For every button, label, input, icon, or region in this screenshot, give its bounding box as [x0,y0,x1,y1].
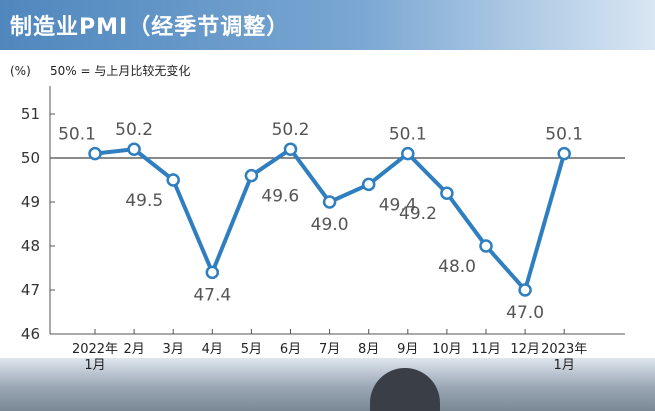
data-label: 48.0 [438,257,476,277]
x-tick-label: 6月 [280,342,301,357]
data-point [88,146,102,161]
data-label: 50.1 [389,125,427,145]
data-point [166,173,180,187]
unit-label: (%) [10,64,31,78]
data-label: 49.4 [379,195,417,215]
x-tick-label: 9月 [397,342,418,357]
x-tick-label: 3月 [163,342,184,357]
x-tick-label: 10月 [432,342,462,357]
data-point [322,195,337,209]
data-point [283,142,298,156]
data-point [557,146,571,161]
data-label: 49.0 [311,215,349,235]
data-label: 47.4 [193,285,231,305]
x-tick-label: 7月 [319,342,340,357]
x-tick-label: 1月 [84,358,105,373]
data-label: 49.2 [399,204,437,224]
y-tick-label: 46 [21,325,40,343]
x-tick-label: 2022年 [72,342,118,357]
data-point [479,239,493,253]
y-tick-label: 51 [21,105,40,123]
title-banner: 制造业PMI（经季节调整） [0,0,655,50]
y-tick-label: 48 [21,237,40,255]
data-point [244,168,259,183]
x-tick-label: 1月 [554,358,575,373]
background-photo [0,358,655,411]
y-tick-label: 49 [21,193,40,211]
chart-title: 制造业PMI（经季节调整） [10,15,290,40]
data-label: 50.1 [545,125,583,145]
data-label: 50.2 [115,120,153,140]
x-tick-label: 2023年 [541,342,587,357]
data-label: 47.0 [506,303,544,323]
data-point [440,186,454,200]
x-tick-label: 8月 [358,342,379,357]
data-point [205,265,220,280]
x-tick-label: 12月 [510,342,540,357]
data-label: 50.2 [272,120,310,140]
x-tick-label: 11月 [471,342,501,357]
data-point [518,283,532,297]
y-tick-label: 47 [21,281,40,299]
y-tick-label: 50 [21,149,40,167]
data-point [361,177,376,192]
reference-note: 50% = 与上月比较无变化 [50,63,190,78]
data-point [401,146,415,161]
x-tick-label: 4月 [202,342,223,357]
data-label: 49.6 [261,187,299,207]
x-tick-label: 5月 [241,342,262,357]
data-label: 50.1 [58,125,96,145]
data-point [127,142,141,156]
data-label: 49.5 [125,191,163,211]
x-tick-label: 2月 [123,342,144,357]
